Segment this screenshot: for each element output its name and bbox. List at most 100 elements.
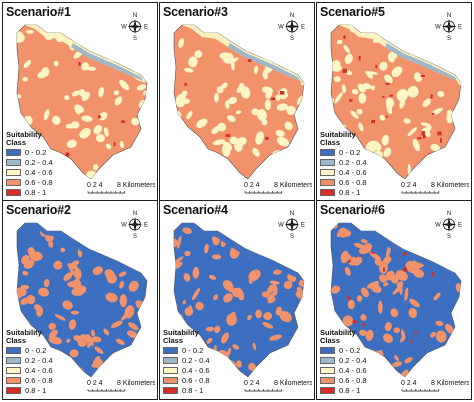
- legend-label: 0.6 - 0.8: [339, 375, 367, 385]
- legend-swatch: [163, 386, 178, 394]
- class-patch: [435, 320, 444, 327]
- high-suitability-patch: [431, 112, 435, 115]
- map-scenario-5: [330, 24, 462, 180]
- class-patch: [263, 223, 275, 231]
- class-patch: [423, 367, 432, 377]
- legend-subtitle: Class: [163, 336, 184, 345]
- class-patch: [361, 25, 368, 33]
- class-patch: [138, 54, 147, 65]
- class-patch: [439, 365, 447, 371]
- high-suitability-patch: [121, 120, 125, 123]
- class-patch: [216, 86, 224, 94]
- class-patch: [384, 74, 393, 84]
- compass-north-arrow: [290, 19, 294, 27]
- high-suitability-patch: [437, 131, 442, 136]
- legend-label: 0.2 - 0.4: [25, 355, 53, 365]
- compass-icon: N S W E: [435, 13, 462, 41]
- legend-swatch: [163, 376, 178, 384]
- class-patch: [289, 152, 303, 163]
- legend-label: 0.6 - 0.8: [182, 375, 210, 385]
- scale-bar: 0 2 4 8 Kilometers: [244, 380, 312, 392]
- high-suitability-patch: [65, 152, 70, 157]
- scale-ticks: 0 2 4: [401, 182, 417, 189]
- class-patch: [379, 61, 388, 71]
- legend-swatch: [320, 158, 335, 166]
- class-patch: [434, 43, 446, 55]
- class-patch: [92, 164, 99, 171]
- class-patch: [392, 284, 404, 295]
- class-patch: [66, 338, 71, 343]
- map-scenario-6: [330, 222, 462, 378]
- high-suitability-patch: [359, 255, 362, 258]
- class-patch: [272, 283, 278, 296]
- compass-icon: N S W E: [278, 13, 305, 41]
- compass-icon: N S W E: [121, 211, 148, 239]
- class-patch: [378, 300, 383, 314]
- compass-east-arrow: [292, 25, 300, 28]
- class-patch: [273, 356, 280, 363]
- class-patch: [195, 301, 204, 311]
- legend-label: 0.8 - 1: [25, 385, 47, 395]
- class-patch: [192, 266, 200, 279]
- class-patch: [412, 138, 420, 152]
- compass-s: S: [290, 36, 294, 41]
- compass-south-arrow: [133, 26, 137, 34]
- class-patch: [250, 31, 255, 39]
- legend-subtitle: Class: [6, 336, 27, 345]
- class-patch: [458, 305, 461, 314]
- class-patch: [356, 108, 363, 115]
- class-patch: [275, 130, 285, 137]
- class-patch: [183, 273, 191, 282]
- class-patch: [116, 338, 125, 345]
- class-patch: [343, 44, 351, 54]
- class-patch: [369, 251, 381, 261]
- class-patch: [347, 299, 355, 310]
- class-patch: [68, 319, 77, 330]
- class-patch: [425, 129, 431, 138]
- class-patch: [276, 103, 288, 111]
- class-patch: [415, 47, 425, 55]
- legend-swatch: [163, 356, 178, 364]
- scale-bar: 0 2 4 8 Kilometers: [87, 380, 155, 392]
- high-suitability-patch: [343, 35, 346, 39]
- scale-ticks: 0 2 4: [401, 380, 417, 387]
- legend-swatch: [320, 168, 335, 176]
- class-patch: [69, 349, 79, 358]
- scale-ticks: 0 2 4: [87, 380, 103, 387]
- class-patch: [261, 291, 270, 298]
- class-patch: [192, 288, 200, 301]
- class-patch: [295, 262, 302, 273]
- class-patch: [43, 278, 50, 288]
- class-patch: [178, 38, 185, 48]
- legend-swatch: [6, 178, 21, 186]
- class-patch: [263, 312, 273, 321]
- class-patch: [333, 76, 341, 83]
- coastal-edge: [385, 43, 457, 81]
- class-patch: [23, 59, 32, 69]
- compass-south-arrow: [290, 224, 294, 232]
- high-suitability-patch: [113, 142, 116, 146]
- class-patch: [414, 29, 425, 42]
- class-patch: [334, 92, 343, 104]
- high-suitability-patch: [417, 137, 421, 140]
- class-patch: [174, 238, 178, 248]
- high-suitability-patch: [362, 323, 366, 327]
- class-patch: [360, 287, 369, 298]
- high-suitability-patch: [184, 83, 187, 86]
- class-patch: [22, 76, 29, 82]
- legend-subtitle: Class: [320, 336, 341, 345]
- class-patch: [284, 121, 293, 131]
- compass-north-arrow: [290, 217, 294, 225]
- high-suitability-patch: [385, 82, 390, 85]
- class-patch: [27, 247, 36, 256]
- class-patch: [53, 260, 63, 270]
- class-patch: [227, 115, 236, 123]
- class-patch: [21, 254, 30, 265]
- class-patch: [408, 307, 418, 319]
- class-patch: [183, 67, 194, 73]
- class-patch: [264, 99, 272, 111]
- class-patch: [174, 128, 181, 138]
- high-suitability-patch: [349, 99, 353, 102]
